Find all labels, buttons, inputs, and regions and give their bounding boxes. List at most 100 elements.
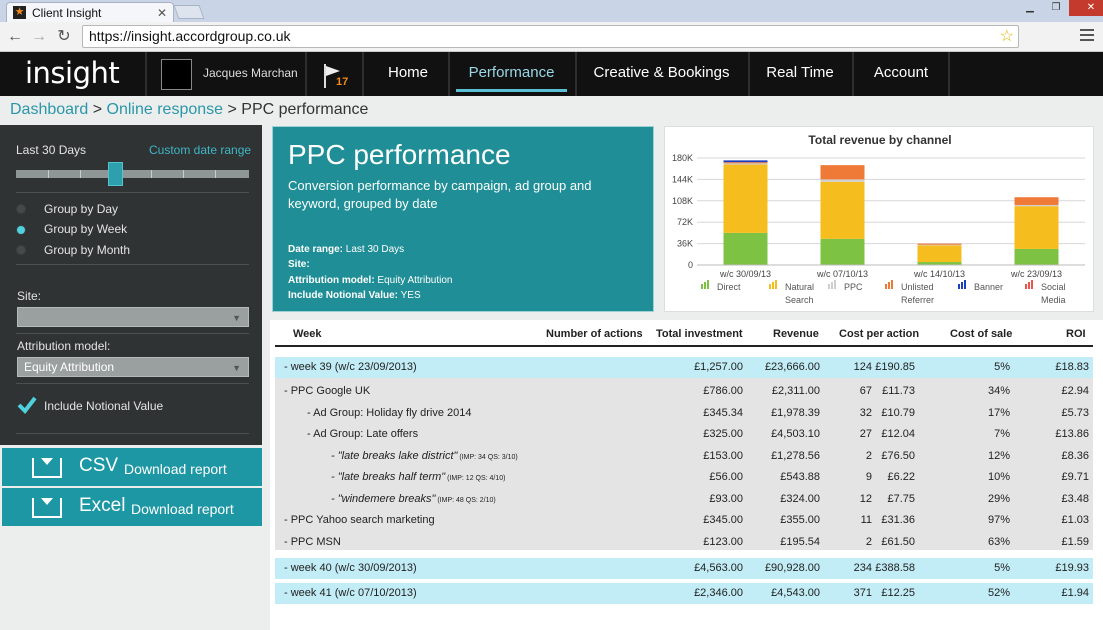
y-tick-label: 180K	[672, 153, 693, 163]
avatar[interactable]	[161, 59, 192, 90]
tab-close-icon[interactable]: ✕	[156, 5, 167, 20]
col-cost-of-sale[interactable]: Cost of sale	[950, 328, 1013, 340]
col-cost-per-action[interactable]: Cost per action	[839, 328, 920, 340]
col-week[interactable]: Week	[293, 328, 322, 340]
keyword-text: - "late breaks lake district"	[331, 450, 458, 462]
cell-cpa: £11.73	[882, 385, 915, 397]
table-row[interactable]: - PPC MSN 2 £123.00 £195.54 £61.50 63% £1.59	[275, 532, 1093, 553]
legend-swatch-icon	[834, 280, 836, 289]
notification-flag-icon[interactable]	[322, 64, 352, 92]
radio-label-week[interactable]: Group by Week	[44, 222, 128, 236]
cell-revenue: £355.00	[780, 514, 820, 526]
cell-investment: £4,563.00	[694, 562, 743, 574]
cell-cos: 34%	[987, 385, 1010, 397]
breadcrumb-online-response[interactable]: Online response	[106, 101, 224, 118]
cell-revenue: £90,928.00	[764, 562, 820, 574]
radio-group-by-week[interactable]	[16, 225, 26, 235]
maximize-button[interactable]: ❐	[1051, 2, 1061, 13]
minimize-button[interactable]: ▁	[1026, 2, 1034, 13]
row-label[interactable]: - PPC Google UK	[284, 385, 371, 397]
col-actions[interactable]: Number of actions	[546, 328, 643, 340]
notional-value-label[interactable]: Include Notional Value	[44, 399, 164, 413]
radio-group-by-day[interactable]	[16, 204, 26, 214]
row-label[interactable]: - PPC MSN	[284, 536, 341, 548]
table-row[interactable]: - week 39 (w/c 23/09/2013) 124 £1,257.00 £2…	[275, 357, 1093, 378]
nav-home[interactable]: Home	[387, 64, 428, 81]
date-range-slider[interactable]	[16, 170, 249, 178]
bar-segment	[820, 179, 865, 182]
legend-swatch-icon	[772, 282, 774, 289]
nav-account[interactable]: Account	[873, 64, 929, 81]
radio-label-month[interactable]: Group by Month	[44, 243, 131, 257]
nav-real-time[interactable]: Real Time	[766, 64, 834, 81]
header-divider	[362, 52, 364, 96]
excel-download-text: Download report	[131, 501, 234, 517]
chevron-down-icon: ▼	[232, 313, 241, 323]
checkmark-icon[interactable]	[17, 395, 37, 415]
attribution-select-value: Equity Attribution	[24, 360, 115, 374]
sidebar-divider	[16, 333, 249, 334]
browser-menu-icon[interactable]	[1080, 29, 1094, 43]
row-label[interactable]: - PPC Yahoo search marketing	[284, 514, 435, 526]
slider-handle[interactable]	[108, 162, 123, 186]
excel-download-button[interactable]: Excel Download report	[2, 488, 262, 526]
slider-tick	[80, 170, 81, 178]
x-tick-label: w/c 23/09/13	[1010, 269, 1062, 279]
favicon-star-icon: ★	[13, 6, 26, 19]
radio-group-by-month[interactable]	[16, 245, 26, 255]
col-revenue[interactable]: Revenue	[773, 328, 819, 340]
reload-icon[interactable]: ↻	[57, 28, 71, 45]
row-label[interactable]: - week 39 (w/c 23/09/2013)	[284, 361, 417, 373]
table-row[interactable]: - "late breaks half term" (IMP: 12 QS: 4…	[275, 467, 1093, 488]
bar-segment	[1014, 206, 1059, 249]
row-label[interactable]: - week 40 (w/c 30/09/2013)	[284, 562, 417, 574]
col-roi[interactable]: ROI	[1066, 328, 1086, 340]
site-select[interactable]: ▼	[17, 307, 249, 327]
row-label[interactable]: - week 41 (w/c 07/10/2013)	[284, 587, 417, 599]
insight-logo[interactable]: insight	[25, 56, 120, 90]
y-tick-label: 72K	[677, 217, 693, 227]
cell-cpa: £10.79	[881, 407, 915, 419]
cell-cos: 5%	[994, 361, 1010, 373]
legend-swatch-icon	[964, 280, 966, 289]
table-row[interactable]: - Ad Group: Late offers 27 £325.00 £4,503.1…	[275, 424, 1093, 445]
browser-toolbar: ← → ↻ https://insight.accordgroup.co.uk …	[0, 22, 1103, 52]
address-bar[interactable]: https://insight.accordgroup.co.uk ☆	[82, 25, 1019, 48]
breadcrumb-dashboard[interactable]: Dashboard	[10, 101, 89, 118]
back-arrow-icon[interactable]: ←	[7, 28, 23, 45]
row-label[interactable]: - "late breaks lake district" (IMP: 34 Q…	[331, 450, 518, 462]
table-row[interactable]: - week 40 (w/c 30/09/2013) 234 £4,563.00 £9…	[275, 558, 1093, 579]
col-investment[interactable]: Total investment	[656, 328, 743, 340]
row-label[interactable]: - Ad Group: Late offers	[307, 428, 419, 440]
row-label[interactable]: - "late breaks half term" (IMP: 12 QS: 4…	[331, 471, 506, 483]
table-row[interactable]: - PPC Yahoo search marketing 11 £345.00 £35…	[275, 510, 1093, 531]
meta-site: Site:	[288, 259, 310, 270]
cell-cpa: £6.22	[887, 471, 915, 483]
table-row[interactable]: - "windemere breaks" (IMP: 48 QS: 2/10) 1…	[275, 489, 1093, 510]
user-name[interactable]: Jacques Marchan	[203, 66, 298, 80]
attribution-select[interactable]: Equity Attribution ▼	[17, 357, 249, 377]
table-row[interactable]: - Ad Group: Holiday fly drive 2014 32 £345…	[275, 403, 1093, 424]
nav-performance[interactable]: Performance	[456, 52, 567, 96]
legend-label: Search	[785, 295, 814, 305]
row-label[interactable]: - "windemere breaks" (IMP: 48 QS: 2/10)	[331, 493, 496, 505]
csv-download-button[interactable]: CSV Download report	[2, 448, 262, 486]
new-tab-button[interactable]	[173, 5, 205, 19]
forward-arrow-icon[interactable]: →	[31, 28, 47, 45]
bookmark-star-icon[interactable]: ☆	[999, 28, 1014, 45]
report-title: PPC performance	[288, 139, 511, 170]
window-close-button[interactable]: ✕	[1069, 0, 1103, 16]
browser-tab[interactable]: ★ Client Insight ✕	[6, 2, 174, 22]
bar-segment	[723, 160, 768, 163]
table-row[interactable]: - PPC Google UK 67 £786.00 £2,311.00 £11.73 3…	[275, 381, 1093, 402]
table-row[interactable]: - "late breaks lake district" (IMP: 34 Q…	[275, 446, 1093, 467]
row-label[interactable]: - Ad Group: Holiday fly drive 2014	[307, 407, 472, 419]
site-label: Site:	[17, 289, 42, 303]
custom-date-range-link[interactable]: Custom date range	[149, 143, 252, 157]
table-row[interactable]: - week 41 (w/c 07/10/2013) 371 £2,346.00 £4…	[275, 583, 1093, 604]
legend-swatch-icon	[1025, 284, 1027, 289]
radio-label-day[interactable]: Group by Day	[44, 202, 119, 216]
cell-cpa: £190.85	[875, 361, 915, 373]
header-divider	[575, 52, 577, 96]
nav-creative-bookings[interactable]: Creative & Bookings	[593, 64, 730, 81]
